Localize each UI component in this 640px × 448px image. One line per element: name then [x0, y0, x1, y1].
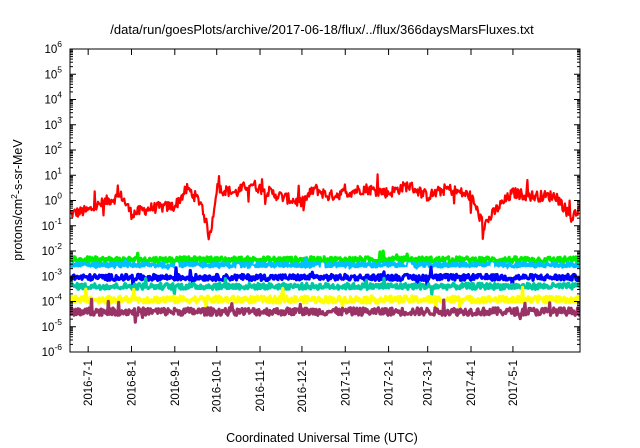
- y-axis-title: protons/cm2-s-sr-MeV: [9, 139, 25, 261]
- x-tick-label: 2016-12-1: [297, 360, 309, 412]
- series-line-3: [70, 256, 580, 274]
- series-line-6: [70, 276, 580, 296]
- axes: 10-6 10-5 10-4 10-3 10-2 10-1 100 101 102 103 104 1…: [42, 39, 580, 412]
- y-tick-label: 10-3: [42, 266, 63, 283]
- y-tick-label: 102: [44, 140, 62, 157]
- series-line-5: [70, 265, 580, 290]
- series-line-4: [70, 262, 580, 280]
- x-tick-label: 2016-7-1: [83, 360, 95, 406]
- y-tick-label: 10-6: [42, 342, 63, 359]
- x-tick-label: 2016-9-1: [170, 360, 182, 406]
- series-line-7: [70, 285, 580, 313]
- y-tick-label: 106: [44, 39, 62, 56]
- x-tick-label: 2017-3-1: [423, 360, 435, 406]
- y-tick-label: 105: [44, 64, 62, 81]
- y-tick-label: 10-5: [42, 317, 63, 334]
- y-tick-label: 101: [44, 165, 62, 182]
- y-tick-label: 104: [44, 90, 62, 107]
- y-tick-label: 103: [44, 115, 62, 132]
- x-tick-label: 2016-8-1: [126, 360, 138, 406]
- x-tick-label: 2016-11-1: [255, 360, 267, 412]
- x-tick-label: 2016-10-1: [212, 360, 224, 412]
- plot-frame: [69, 48, 581, 353]
- x-axis-title: Coordinated Universal Time (UTC): [226, 431, 418, 445]
- x-tick-label: 2017-2-1: [384, 360, 396, 406]
- x-tick-label: 2017-1-1: [340, 360, 352, 406]
- y-tick-label: 10-2: [42, 241, 63, 258]
- series-layer: [70, 173, 580, 324]
- y-tick-label: 100: [44, 191, 62, 208]
- x-tick-label: 2017-5-1: [508, 360, 520, 406]
- series-line-1: [70, 173, 580, 241]
- y-tick-label: 10-4: [42, 292, 63, 309]
- series-line-8: [70, 297, 580, 324]
- chart-title: /data/run/goesPlots/archive/2017-06-18/f…: [110, 22, 534, 37]
- x-tick-label: 2017-4-1: [466, 360, 478, 406]
- y-tick-label: 10-1: [42, 216, 63, 233]
